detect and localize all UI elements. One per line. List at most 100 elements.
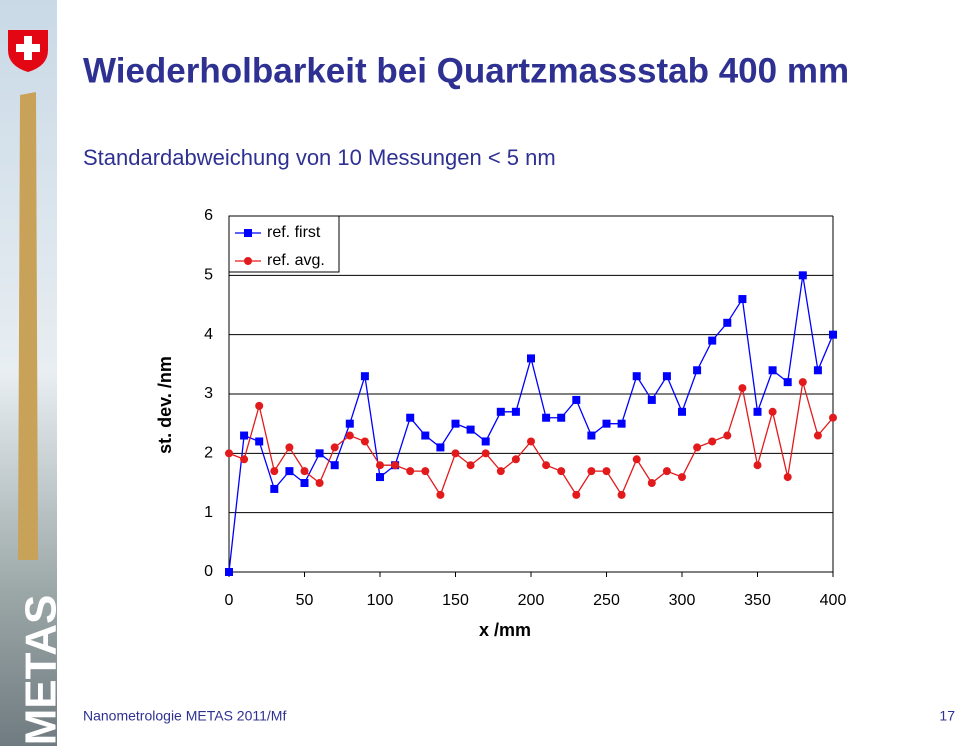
plot: 0 1 2 3 4 5 6 0 50 100 150 200 250 300 350 400 ref. firs… — [204, 207, 846, 609]
marker — [527, 354, 535, 363]
marker — [632, 455, 641, 464]
marker — [240, 455, 249, 464]
swiss-cross — [16, 44, 40, 52]
x-tick-label: 0 — [225, 592, 234, 609]
marker — [436, 490, 445, 499]
y-tick-label: 6 — [204, 207, 213, 224]
marker — [693, 443, 702, 452]
marker — [587, 431, 596, 440]
marker — [421, 467, 430, 476]
marker — [647, 479, 656, 487]
marker — [527, 437, 535, 446]
marker — [481, 437, 490, 446]
x-tick-label: 250 — [593, 592, 620, 609]
marker — [225, 449, 233, 458]
marker — [376, 473, 384, 482]
marker — [587, 467, 596, 476]
marker — [617, 490, 626, 499]
marker — [662, 467, 671, 476]
marker — [466, 461, 475, 470]
marker — [270, 467, 279, 476]
marker — [783, 473, 792, 482]
marker — [798, 378, 807, 387]
marker — [270, 484, 279, 493]
marker — [647, 395, 656, 404]
y-tick-label: 5 — [204, 267, 213, 284]
marker — [225, 568, 233, 576]
y-tick-label: 1 — [204, 504, 213, 521]
marker — [723, 318, 732, 327]
marker — [783, 378, 792, 387]
x-tick-label: 400 — [820, 592, 847, 609]
marker — [723, 431, 732, 440]
marker — [511, 407, 520, 416]
marker — [829, 330, 837, 339]
marker — [421, 431, 430, 440]
slide-subtitle: Standardabweichung von 10 Messungen < 5 … — [83, 145, 556, 170]
legend-label: ref. avg. — [267, 252, 325, 269]
marker — [617, 419, 626, 428]
marker — [285, 467, 294, 476]
series-line — [228, 275, 834, 573]
y-axis-label: st. dev. /nm — [155, 356, 175, 454]
marker — [406, 413, 415, 422]
marker — [466, 425, 475, 434]
marker — [345, 431, 354, 440]
marker — [753, 407, 762, 416]
marker — [602, 467, 611, 476]
marker — [496, 467, 505, 476]
marker — [255, 437, 264, 446]
marker — [300, 479, 309, 487]
marker — [798, 271, 807, 280]
marker — [738, 295, 747, 304]
marker — [511, 455, 520, 464]
logo-text: METAS — [17, 595, 66, 746]
marker — [708, 437, 717, 446]
y-tick-label: 4 — [204, 326, 213, 343]
marker — [557, 413, 566, 422]
marker — [768, 366, 777, 375]
marker — [572, 490, 581, 499]
y-tick-label: 2 — [204, 445, 213, 462]
marker — [315, 449, 324, 458]
marker — [481, 449, 490, 458]
marker — [496, 407, 505, 416]
x-tick-label: 200 — [518, 592, 545, 609]
marker — [693, 366, 702, 375]
marker — [768, 407, 777, 416]
marker — [360, 372, 369, 381]
marker — [285, 443, 294, 452]
slide-title: Wiederholbarkeit bei Quartzmassstab 400 … — [83, 51, 849, 90]
marker — [330, 461, 339, 470]
y-tick-label: 0 — [204, 563, 213, 580]
marker — [391, 461, 400, 470]
marker — [813, 366, 822, 375]
legend-label: ref. first — [267, 224, 321, 241]
marker — [451, 449, 460, 458]
page-number: 17 — [939, 708, 955, 724]
marker — [376, 461, 384, 470]
x-tick-label: 50 — [296, 592, 314, 609]
x-tick-label: 100 — [367, 592, 394, 609]
marker — [406, 467, 415, 476]
marker — [542, 461, 551, 470]
marker — [738, 384, 747, 393]
marker — [753, 461, 762, 470]
legend-marker — [244, 257, 252, 265]
marker — [345, 419, 354, 428]
marker — [572, 395, 581, 404]
marker — [300, 467, 309, 476]
marker — [678, 473, 686, 482]
marker — [632, 372, 641, 381]
x-tick-label: 350 — [744, 592, 771, 609]
marker — [255, 401, 264, 410]
footer-text: Nanometrologie METAS 2011/Mf — [83, 708, 286, 724]
marker — [662, 372, 671, 381]
marker — [708, 336, 717, 345]
marker — [451, 419, 460, 428]
marker — [240, 431, 249, 440]
marker — [542, 413, 551, 422]
y-tick-label: 3 — [204, 385, 213, 402]
legend-marker — [244, 229, 252, 237]
